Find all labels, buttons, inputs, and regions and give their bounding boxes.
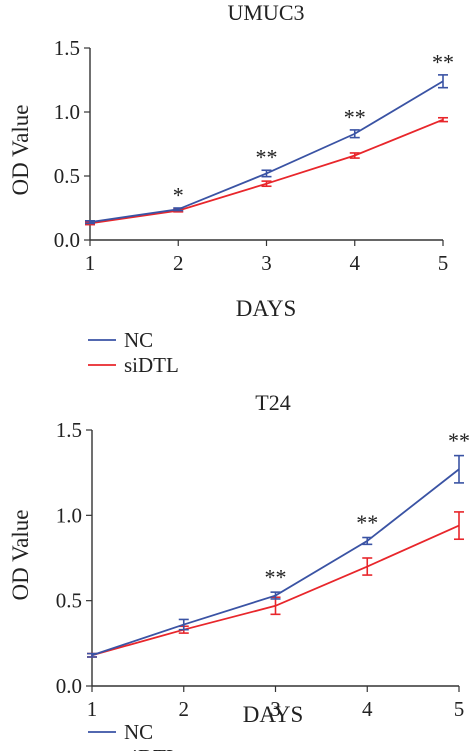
error-bar	[438, 74, 448, 89]
error-bar	[261, 180, 272, 188]
significance-marker: *	[173, 183, 184, 208]
chart-title: UMUC3	[227, 0, 304, 25]
error-bar	[362, 557, 373, 576]
error-bar	[349, 152, 360, 159]
plot-area: ** ** **	[87, 428, 470, 658]
error-bar	[349, 129, 360, 139]
significance-marker: **	[448, 428, 470, 453]
legend-label: NC	[124, 328, 153, 352]
chart-title: T24	[255, 390, 290, 415]
legend-item-nc: NC	[88, 720, 153, 744]
significance-marker: **	[256, 144, 278, 169]
error-bar	[85, 220, 95, 225]
error-bar	[454, 454, 464, 484]
significance-marker: **	[356, 510, 378, 535]
legend-label: NC	[124, 720, 153, 744]
legend-item-sidtl: siDTL	[124, 745, 179, 751]
error-bar	[173, 207, 184, 212]
error-bar	[270, 591, 281, 600]
error-bar	[87, 652, 97, 658]
significance-marker: **	[265, 565, 287, 590]
y-tick-label: 1.5	[56, 418, 82, 442]
series-line-sidtl	[91, 524, 460, 657]
x-axis-label: DAYS	[236, 296, 297, 321]
y-tick-label: 0.5	[54, 164, 80, 188]
legend-label: siDTL	[124, 745, 179, 751]
axes: 0.0 0.5 1.0 1.5 1 2 3 4 5	[56, 418, 465, 721]
plot-area: *******	[85, 50, 454, 226]
axes: 0.0 0.5 1.0 1.5 1 2 3 4 5	[54, 36, 449, 275]
error-bar	[438, 116, 448, 123]
x-tick-label: 1	[85, 251, 96, 275]
x-axis-label: DAYS	[243, 702, 304, 727]
significance-marker: **	[432, 50, 454, 75]
legend-item-nc: NC	[88, 328, 153, 352]
error-bar	[362, 536, 373, 546]
y-tick-label: 0.0	[56, 674, 82, 698]
x-tick-label: 5	[454, 697, 465, 721]
legend-label: siDTL	[124, 353, 179, 377]
y-axis-label: OD Value	[8, 510, 33, 601]
x-tick-label: 3	[261, 251, 272, 275]
y-axis-label: OD Value	[8, 105, 33, 196]
y-tick-label: 1.0	[54, 100, 80, 124]
y-tick-label: 1.0	[56, 503, 82, 527]
x-tick-label: 2	[173, 251, 184, 275]
x-tick-label: 5	[438, 251, 449, 275]
x-tick-label: 4	[362, 697, 373, 721]
y-tick-label: 0.0	[54, 228, 80, 252]
error-bar	[261, 169, 272, 178]
chart-umuc3: UMUC3 OD Value DAYS 0.00.51.01.51 2 3 4 5 **…	[8, 0, 454, 377]
chart-t24: T24 OD Value DAYS 0.00.51.01.51 2 3 4 5 ****…	[8, 390, 470, 751]
x-tick-label: 3	[270, 697, 281, 721]
x-tick-label: 4	[350, 251, 361, 275]
x-tick-label: 1	[87, 697, 98, 721]
significance-marker: **	[344, 105, 366, 130]
series-line-nc	[91, 468, 460, 657]
error-bar	[454, 511, 464, 541]
x-tick-label: 2	[179, 697, 190, 721]
error-bar	[178, 618, 189, 631]
y-tick-label: 1.5	[54, 36, 80, 60]
y-tick-label: 0.5	[56, 589, 82, 613]
legend-item-sidtl: siDTL	[88, 353, 179, 377]
